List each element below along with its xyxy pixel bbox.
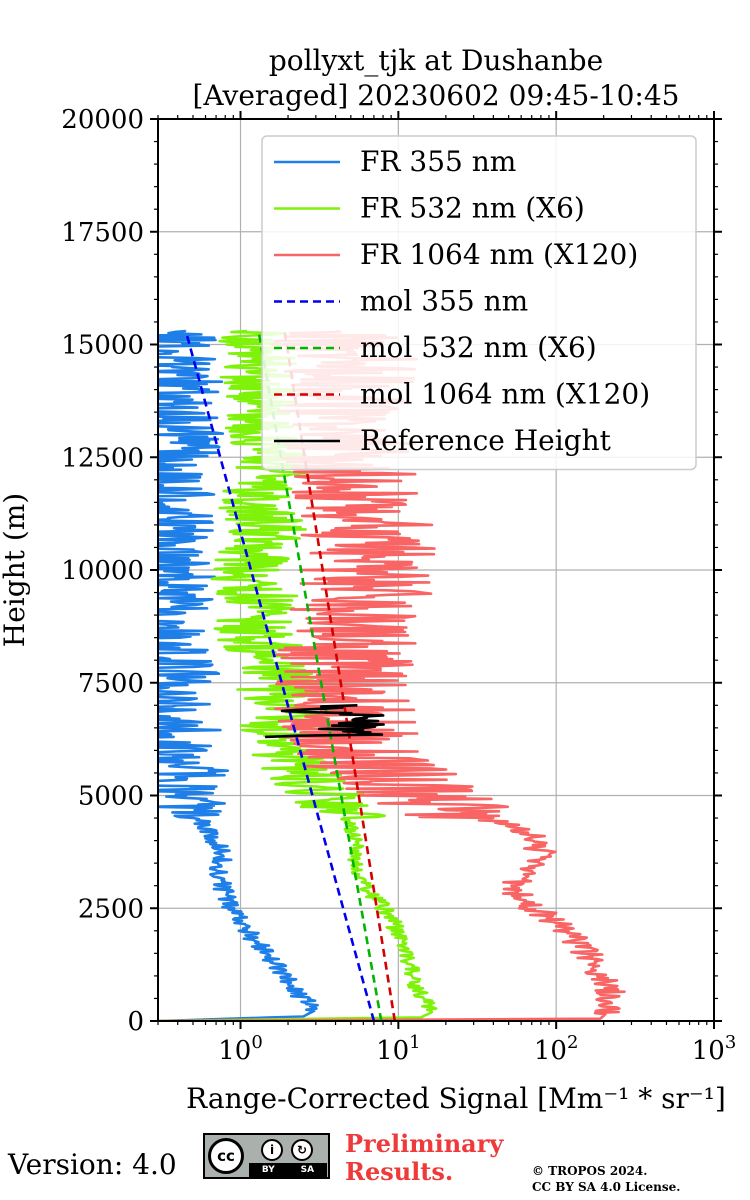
preliminary-line2: Results. [345,1157,454,1186]
series-line-6 [265,704,385,739]
preliminary-line1: Preliminary [345,1129,504,1158]
license-strip: BY SA [249,1163,327,1177]
y-tick-label: 15000 [61,331,144,361]
copyright-line1: © TROPOS 2024. [532,1164,648,1178]
y-tick-label: 10000 [61,556,144,586]
copyright-line2: CC BY SA 4.0 License. [532,1180,681,1194]
by-person-icon: i [261,1139,283,1161]
y-tick-label: 20000 [61,105,144,135]
x-tick-label: 103 [692,1032,737,1066]
y-tick-label: 7500 [78,669,144,699]
legend-box [261,135,697,471]
copyright-note: © TROPOS 2024. CC BY SA 4.0 License. [532,1163,680,1195]
y-tick-label: 0 [127,1007,144,1037]
chart-title-line-1: pollyxt_tjk at Dushanbe [269,44,603,77]
y-axis-label: Height (m) [0,493,31,647]
y-tick-label: 12500 [61,443,144,473]
legend-label-6: Reference Height [360,424,612,457]
y-tick-label: 17500 [61,218,144,248]
series-line-3 [184,330,376,1021]
cc-logo-icon: cc [208,1138,244,1174]
share-alike-icon: ↻ [291,1139,313,1161]
legend-label-5: mol 1064 nm (X120) [360,378,650,411]
version-label: Version: 4.0 [8,1148,177,1181]
series-line-0 [158,329,319,1021]
by-label: BY [261,1165,275,1175]
y-tick-label: 2500 [78,894,144,924]
x-tick-label: 101 [376,1032,421,1066]
lidar-signal-chart: 0 2500 5000 7500 10000 12500 15000 17500 20000 10… [0,44,737,1115]
legend-label-3: mol 355 nm [360,285,528,318]
cc-license-icon: cc i ↻ BY SA [203,1133,330,1179]
legend-label-2: FR 1064 nm (X120) [360,238,638,271]
legend-label-1: FR 532 nm (X6) [360,192,585,225]
x-tick-label: 100 [218,1032,263,1066]
sa-label: SA [300,1165,315,1175]
y-tick-label: 5000 [78,782,144,812]
legend-label-0: FR 355 nm [360,145,516,178]
x-axis-label: Range-Corrected Signal [Mm⁻¹ * sr⁻¹] [186,1082,726,1115]
x-tick-label: 102 [534,1032,579,1066]
legend-label-4: mol 532 nm (X6) [360,331,597,364]
preliminary-results-note: Preliminary Results. [345,1130,503,1186]
chart-title-line-2: [Averaged] 20230602 09:45-10:45 [193,79,680,112]
